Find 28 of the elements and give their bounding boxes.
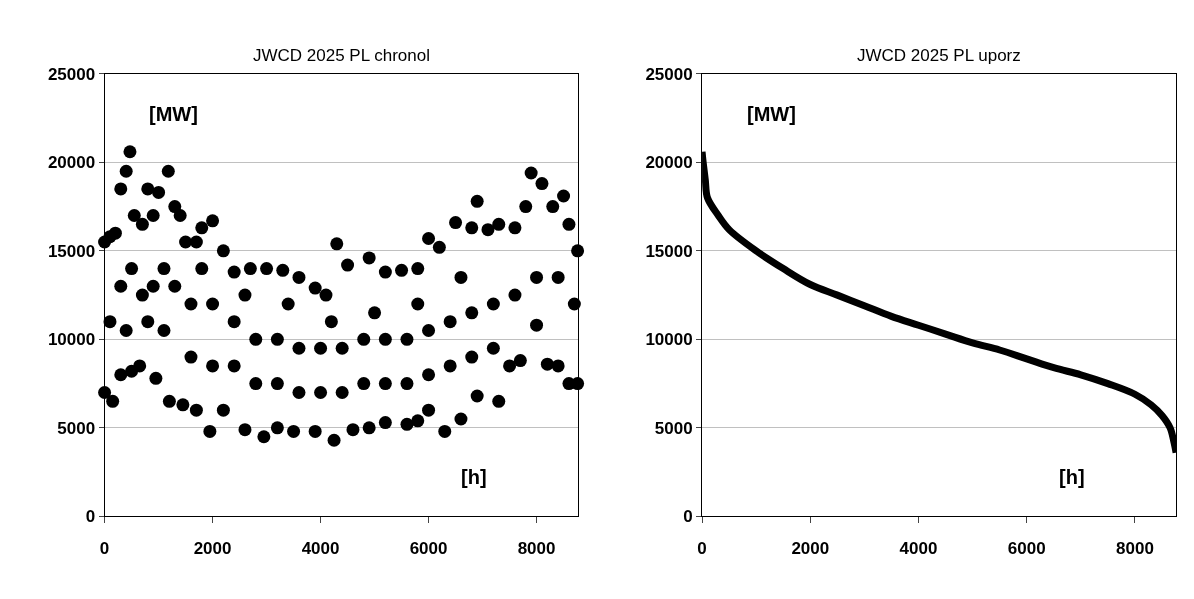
y-tick-label: 25000	[645, 64, 693, 84]
x-tick-label: 0	[99, 538, 110, 558]
y-tick-label: 15000	[645, 241, 693, 261]
y-tick-label: 0	[683, 507, 693, 527]
y-axis-title: [MW]	[149, 103, 198, 125]
x-tick-label: 6000	[1007, 538, 1046, 558]
y-tick-label: 15000	[47, 241, 96, 261]
x-axis-title: [h]	[461, 466, 487, 488]
y-tick-label: 25000	[47, 64, 96, 84]
y-tick-label: 20000	[645, 153, 693, 173]
x-axis-title: [h]	[1059, 466, 1085, 488]
x-tick-label: 0	[697, 538, 707, 558]
x-tick-label: 8000	[517, 538, 556, 558]
chart-title: JWCD 2025 PL uporz	[857, 46, 1021, 65]
y-axis-title: [MW]	[747, 103, 796, 125]
x-tick-label: 8000	[1116, 538, 1154, 558]
x-tick-label: 4000	[301, 538, 340, 558]
x-tick-label: 2000	[193, 538, 232, 558]
x-tick-label: 2000	[791, 538, 830, 558]
y-tick-label: 10000	[47, 330, 96, 350]
x-tick-label: 4000	[899, 538, 938, 558]
y-tick-label: 5000	[654, 418, 693, 438]
y-tick-label: 5000	[57, 418, 96, 438]
y-tick-label: 10000	[645, 330, 693, 350]
x-tick-label: 6000	[409, 538, 448, 558]
y-tick-label: 0	[85, 507, 96, 527]
chart-title: JWCD 2025 PL chronol	[253, 46, 431, 65]
y-tick-label: 20000	[47, 153, 96, 173]
